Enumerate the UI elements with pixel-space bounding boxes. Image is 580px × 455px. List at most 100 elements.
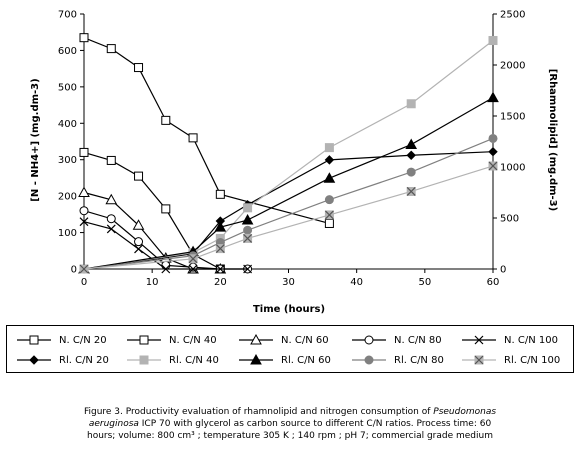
legend-label: Rl. C/N 40 xyxy=(169,354,219,366)
legend-item: N. C/N 20 xyxy=(17,329,107,351)
data-point xyxy=(250,354,262,365)
data-point xyxy=(161,264,171,274)
legend-label: Rl. C/N 20 xyxy=(59,354,109,366)
series-line xyxy=(83,151,494,270)
data-point xyxy=(79,217,89,227)
data-point-stroke xyxy=(215,244,225,254)
data-point-stroke xyxy=(474,335,484,345)
data-point xyxy=(139,355,149,365)
data-point-stroke xyxy=(243,233,253,243)
y2-tick-label: 500 xyxy=(500,214,519,225)
legend-swatch xyxy=(462,335,496,345)
y-tick-label: 600 xyxy=(58,46,77,57)
data-point-stroke xyxy=(134,244,143,254)
data-point xyxy=(134,171,144,181)
legend-swatch xyxy=(462,355,496,365)
legend-label: N. C/N 80 xyxy=(394,334,442,346)
x-tick-label: 10 xyxy=(146,277,159,288)
caption-text: hours; volume: 800 cm³ ; temperature 305… xyxy=(87,431,493,441)
legend-swatch xyxy=(239,354,273,365)
x-tick-label: 20 xyxy=(214,277,227,288)
legend-label: N. C/N 60 xyxy=(281,334,329,346)
x-tick-label: 0 xyxy=(81,277,87,288)
y2-tick-label: 1500 xyxy=(500,112,525,123)
legend-swatch xyxy=(127,335,161,345)
data-point xyxy=(215,244,225,254)
data-point xyxy=(487,91,499,103)
data-point xyxy=(474,355,484,365)
caption-species: Pseudomonas xyxy=(433,407,497,417)
data-point xyxy=(364,335,374,345)
data-point xyxy=(79,147,89,157)
data-point xyxy=(324,218,334,228)
legend-row: N. C/N 20 N. C/N 40 N. C/N 60 N. C/N 80 N. C… xyxy=(7,329,573,351)
data-point xyxy=(79,264,89,274)
y2-tick-label: 2500 xyxy=(500,10,525,21)
legend-item: Rl. C/N 60 xyxy=(239,349,331,371)
y-tick-label: 300 xyxy=(58,155,77,166)
caption-text: Figure 3. Productivity evaluation of rha… xyxy=(83,407,434,417)
data-point xyxy=(406,99,416,109)
data-point xyxy=(215,189,225,199)
right-axis: 0 500 1000 1500 2000 2500 xyxy=(493,10,525,276)
data-point xyxy=(132,219,145,230)
data-point xyxy=(106,214,116,224)
data-point-stroke xyxy=(79,264,89,274)
data-point xyxy=(188,262,198,272)
data-point xyxy=(243,225,253,235)
legend-label: N. C/N 100 xyxy=(504,334,558,346)
series-n-c-n-100 xyxy=(79,217,253,274)
y-tick-label: 700 xyxy=(58,10,77,21)
x-axis: 0 10 20 30 40 50 60 xyxy=(81,269,500,288)
data-point xyxy=(134,63,144,73)
data-point xyxy=(78,186,90,197)
data-point xyxy=(243,233,253,243)
data-point xyxy=(488,146,498,157)
legend-label: Rl. C/N 80 xyxy=(394,354,444,366)
y2-tick-label: 1000 xyxy=(500,163,525,174)
left-axis: 0 100 200 300 400 500 600 700 xyxy=(58,10,84,276)
x-tick-label: 30 xyxy=(282,277,295,288)
data-point-stroke xyxy=(488,161,498,171)
data-point-stroke xyxy=(161,264,171,274)
series-line xyxy=(83,151,221,270)
legend-swatch xyxy=(352,355,386,365)
data-point xyxy=(406,150,416,160)
data-point xyxy=(324,155,335,165)
data-point xyxy=(406,186,416,196)
data-point-stroke xyxy=(106,224,116,234)
y-axis-title: [N - NH4+] (mg.dm-3) xyxy=(30,78,41,201)
series-line xyxy=(83,137,494,270)
legend-item: N. C/N 40 xyxy=(127,329,217,351)
data-point xyxy=(106,155,116,165)
legend-label: N. C/N 20 xyxy=(59,334,107,346)
caption-text: ICP 70 with glycerol as carbon source to… xyxy=(138,419,492,429)
legend-item: N. C/N 80 xyxy=(352,329,442,351)
data-point xyxy=(214,221,227,232)
data-point xyxy=(488,161,498,171)
data-point xyxy=(324,143,334,153)
data-point xyxy=(106,224,116,234)
data-point xyxy=(188,133,198,143)
series-line xyxy=(83,97,494,270)
legend-swatch xyxy=(17,355,51,365)
y2-tick-label: 2000 xyxy=(500,61,525,72)
legend-item: Rl. C/N 100 xyxy=(462,349,560,371)
y2-tick-label: 0 xyxy=(500,265,506,276)
x-tick-label: 60 xyxy=(487,277,500,288)
data-point xyxy=(29,335,39,345)
legend-swatch xyxy=(17,335,51,345)
series-rl-c-n-20 xyxy=(79,146,498,274)
data-point xyxy=(324,210,334,220)
data-point xyxy=(79,206,89,216)
data-point xyxy=(188,264,198,274)
data-point xyxy=(215,264,225,274)
data-point-stroke xyxy=(79,217,89,227)
data-point xyxy=(134,244,143,254)
legend: N. C/N 20 N. C/N 40 N. C/N 60 N. C/N 80 N. C… xyxy=(6,325,574,373)
data-point xyxy=(474,335,484,345)
data-point-stroke xyxy=(324,210,334,220)
data-point xyxy=(188,254,198,264)
caption-species: aeruginosa xyxy=(88,419,139,429)
legend-item: Rl. C/N 80 xyxy=(352,349,444,371)
